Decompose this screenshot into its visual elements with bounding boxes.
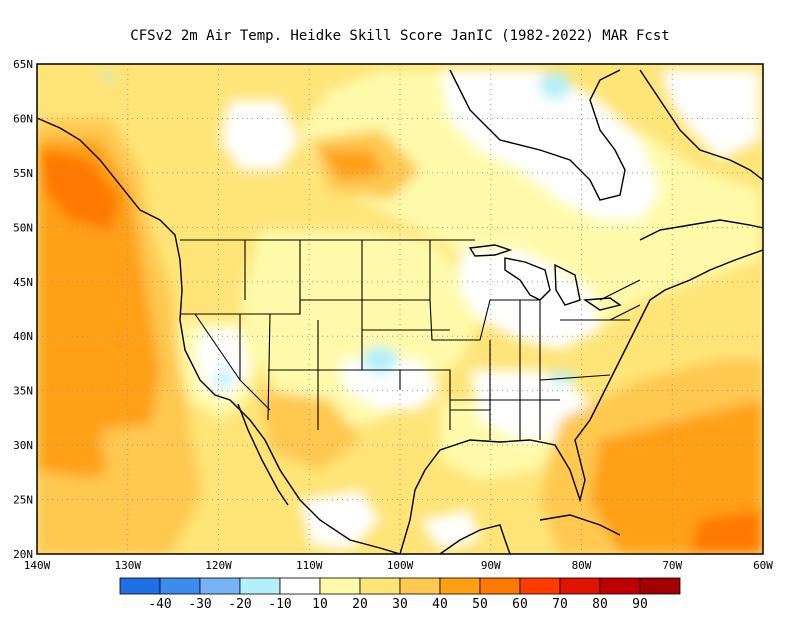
colorbar-label: -40 [148,597,171,612]
colorbar-label: 40 [432,597,448,612]
coastlines [37,69,763,554]
colorbar-label: 20 [352,597,368,612]
colorbar-swatch [599,577,641,595]
latitude-ticks: 65N 60N 55N 50N 45N 40N 35N 30N 25N 20N [13,58,33,561]
colorbar-label: 50 [472,597,488,612]
latitude-tick-label: 65N [13,58,33,71]
latitude-tick-label: 30N [13,439,33,452]
colorbar-label: -30 [188,597,211,612]
colorbar-label: -20 [228,597,251,612]
map-title: CFSv2 2m Air Temp. Heidke Skill Score Ja… [130,28,670,44]
colorbar-label: 60 [512,597,528,612]
colorbar-label: 90 [632,597,648,612]
colorbar-swatch [639,577,681,595]
longitude-tick-label: 100W [387,559,414,572]
latitude-tick-label: 60N [13,112,33,125]
colorbar-swatch [279,577,321,595]
colorbar-swatch [199,577,241,595]
latitude-tick-label: 35N [13,385,33,398]
colorbar-label: -10 [268,597,291,612]
colorbar-swatch [479,577,521,595]
colorbar-swatch [319,577,361,595]
longitude-tick-label: 130W [115,559,142,572]
colorbar-swatch [159,577,201,595]
colorbar-swatch [239,577,281,595]
colorbar-swatch [119,577,161,595]
state-boundaries [180,239,641,440]
latitude-tick-label: 55N [13,167,33,180]
colorbar-label: 10 [312,597,328,612]
colorbar-swatch [559,577,601,595]
latitude-tick-label: 50N [13,221,33,234]
longitude-ticks: 140W 130W 120W 110W 100W 90W 80W 70W 60W [24,559,774,572]
colorbar-label: 70 [552,597,568,612]
longitude-tick-label: 70W [662,559,682,572]
colorbar-swatch [439,577,481,595]
colorbar-label: 30 [392,597,408,612]
colorbar-label: 80 [592,597,608,612]
longitude-tick-label: 80W [572,559,592,572]
colorbar-swatch [399,577,441,595]
latitude-tick-label: 40N [13,330,33,343]
lat-lon-grid [37,64,763,554]
latitude-tick-label: 20N [13,548,33,561]
latitude-tick-label: 25N [13,494,33,507]
colorbar: -40 -30 -20 -10 10 20 30 40 50 60 70 80 90 [119,577,681,612]
longitude-tick-label: 60W [753,559,773,572]
map-frame [36,63,764,555]
colorbar-swatch [519,577,561,595]
latitude-tick-label: 45N [13,276,33,289]
longitude-tick-label: 140W [24,559,51,572]
longitude-tick-label: 120W [205,559,232,572]
longitude-tick-label: 110W [296,559,323,572]
colorbar-swatch [359,577,401,595]
longitude-tick-label: 90W [481,559,501,572]
